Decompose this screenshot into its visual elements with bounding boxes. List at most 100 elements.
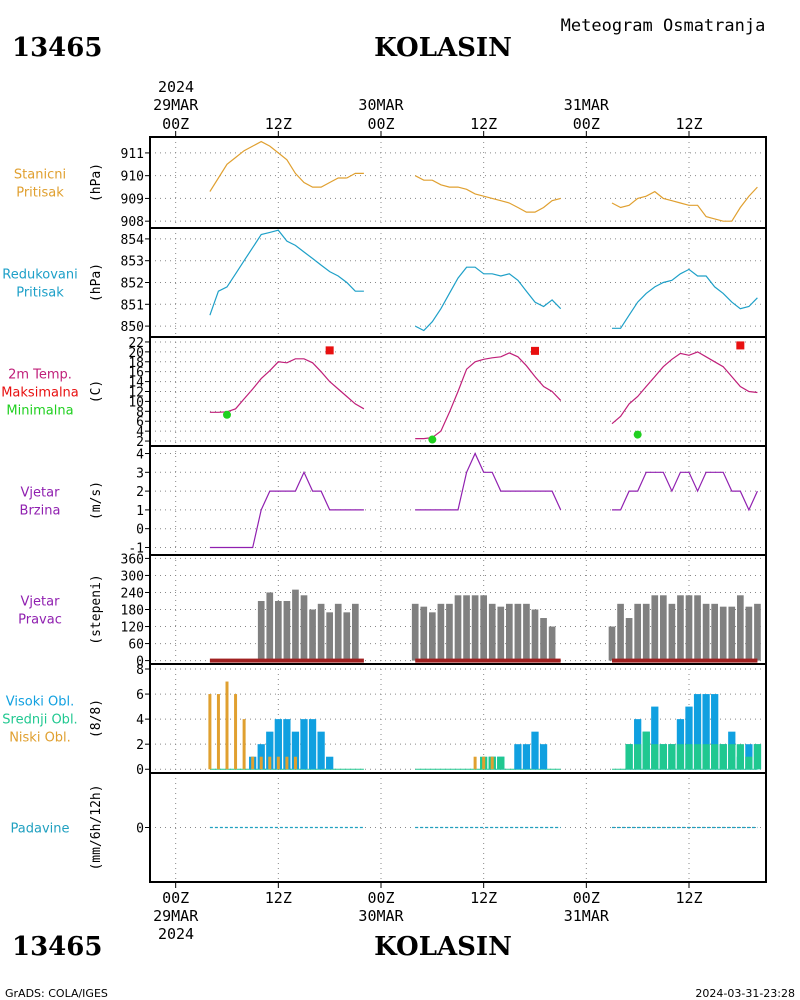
panel-label: Pritisak: [16, 186, 64, 201]
cloud-bar: [308, 719, 317, 770]
time-date-label: 30MAR: [358, 907, 404, 925]
tmax-marker: [736, 341, 745, 350]
wind-dir-bar: [343, 612, 351, 661]
y-tick-label: 6: [136, 688, 144, 703]
panel-label: Minimalna: [6, 404, 73, 419]
cloud-bar: [634, 744, 642, 770]
y-tick-label: 16: [128, 366, 144, 381]
time-tick-label: 00Z: [367, 889, 394, 907]
y-tick-label: 0: [136, 523, 144, 538]
time-date-label: 30MAR: [358, 96, 404, 114]
wind-dir-bar: [711, 603, 719, 661]
wind-dir-bar: [642, 603, 650, 661]
y-tick-label: 911: [121, 147, 144, 162]
series-line: [415, 452, 562, 511]
y-tick-label: -1: [128, 541, 144, 556]
wind-dir-bar: [540, 618, 547, 661]
cloud-bar: [473, 756, 477, 770]
wind-dir-base: [209, 658, 364, 663]
cloud-bar: [693, 744, 702, 770]
wind-dir-bar: [702, 603, 710, 661]
panel-frame: [149, 772, 767, 883]
y-tick-label: 300: [121, 569, 144, 584]
y-axis-label: (m/s): [89, 481, 104, 520]
y-axis-label: (hPa): [89, 163, 104, 202]
cloud-bar: [736, 744, 744, 770]
cloud-bar: [685, 744, 693, 770]
wind-dir-bar: [317, 603, 325, 661]
cloud-bar: [268, 756, 272, 770]
cloud-bar: [285, 756, 289, 770]
cloud-bar: [300, 719, 308, 770]
cloud-bar: [326, 756, 334, 770]
panel-label: Stanicni: [14, 168, 66, 183]
wind-dir-bar: [274, 600, 282, 661]
y-axis-label: (hPa): [89, 263, 104, 302]
y-tick-label: 60: [128, 638, 144, 653]
bottom-year-label: 2024: [158, 925, 194, 943]
wind-dir-bar: [437, 603, 445, 661]
wind-dir-bar: [446, 603, 453, 661]
y-tick-label: 2: [136, 435, 144, 450]
wind-dir-bar: [531, 609, 539, 661]
panel-label: Brzina: [20, 504, 61, 519]
y-tick-label: 910: [121, 170, 144, 185]
cloud-bar: [711, 744, 719, 770]
time-tick-label: 00Z: [367, 115, 394, 133]
panel-label: Redukovani: [2, 268, 77, 283]
y-tick-label: 120: [121, 621, 144, 636]
wind-dir-bar: [514, 603, 522, 661]
y-tick-label: 6: [136, 415, 144, 430]
y-tick-label: 4: [136, 425, 144, 440]
cloud-bar: [276, 756, 280, 770]
panel-label: Srednji Obl.: [2, 713, 77, 728]
wind-dir-bar: [326, 612, 334, 661]
wind-dir-bar: [719, 606, 727, 661]
cloud-bar: [702, 694, 710, 770]
tmax-marker: [325, 346, 334, 355]
cloud-bar: [642, 731, 650, 770]
cloud-bar: [702, 744, 710, 770]
cloud-bar: [234, 694, 238, 770]
wind-dir-bar: [523, 603, 530, 661]
wind-dir-bar: [548, 626, 556, 661]
cloud-bar: [225, 681, 229, 770]
panel-clouds: 0 2 4 6 8 (8/8) Visoki Obl. Srednji Obl. Niski O…: [2, 663, 767, 778]
tmin-marker: [223, 410, 231, 419]
y-tick-label: 853: [121, 255, 144, 270]
header-station-name: KOLASIN: [374, 33, 512, 63]
y-tick-label: 22: [128, 336, 144, 351]
footer-timestamp: 2024-03-31-23:28: [695, 987, 795, 1000]
time-tick-label: 12Z: [265, 889, 292, 907]
wind-dir-bar: [685, 595, 693, 661]
panel-label: Vjetar: [21, 486, 61, 501]
cloud-bar: [651, 744, 659, 770]
time-tick-label: 12Z: [470, 115, 497, 133]
series-line: [612, 268, 758, 329]
series-line: [612, 471, 758, 512]
footer-station-id: 13465: [12, 932, 102, 962]
wind-dir-bar: [745, 606, 753, 661]
footer-credit: GrADS: COLA/IGES: [5, 987, 108, 1000]
panel-precipitation: 0 (mm/6h/12h) Padavine: [11, 772, 767, 883]
cloud-bar: [625, 744, 633, 770]
y-tick-label: 1: [136, 504, 144, 519]
cloud-bar: [317, 731, 325, 770]
wind-dir-bar: [497, 606, 505, 661]
cloud-bar: [291, 731, 300, 770]
y-tick-label: 10: [128, 395, 144, 410]
cloud-bar: [745, 756, 753, 770]
panel-frame: [149, 445, 767, 556]
cloud-bar: [274, 719, 282, 770]
panel-frame: [149, 136, 767, 229]
series-line: [415, 352, 562, 440]
cloud-bar: [266, 731, 274, 770]
cloud-bar: [693, 694, 702, 770]
wind-dir-bar: [728, 606, 736, 661]
y-tick-label: 854: [121, 233, 145, 248]
time-tick-label: 00Z: [162, 889, 189, 907]
cloud-bar: [490, 756, 494, 770]
wind-dir-bar: [351, 603, 359, 661]
y-tick-label: 0: [136, 655, 144, 670]
